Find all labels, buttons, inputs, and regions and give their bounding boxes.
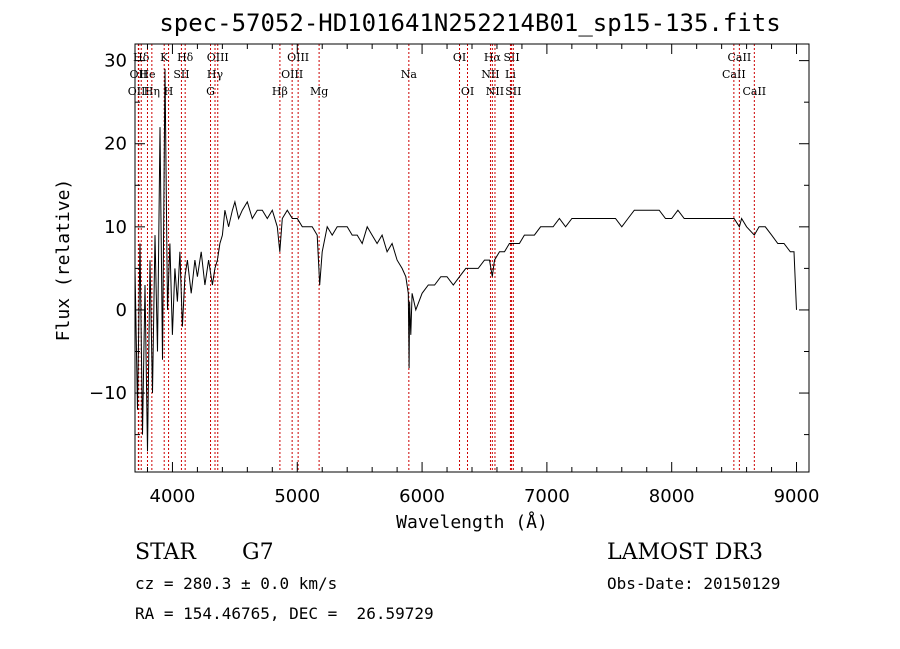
- line-marker-label: NII: [481, 68, 499, 81]
- y-axis-ticks: −10 0 10 20 30: [89, 51, 809, 436]
- line-marker-label: CaII: [728, 51, 752, 64]
- x-axis-label: Wavelength (Å): [396, 511, 548, 533]
- survey-name: LAMOST DR3: [607, 540, 763, 565]
- line-marker-label: Hα: [484, 51, 502, 64]
- line-marker-label: CaII: [722, 68, 746, 81]
- line-marker-label: He: [139, 68, 155, 81]
- y-tick-label: −10: [89, 383, 127, 404]
- line-marker-label: SII: [503, 51, 519, 64]
- line-marker-label: NII: [486, 85, 504, 98]
- line-marker-label: Li: [505, 68, 516, 81]
- plot-frame: [134, 43, 810, 473]
- x-tick-label: 8000: [649, 486, 695, 507]
- x-tick-label: 5000: [274, 486, 320, 507]
- line-marker-label: OIII: [287, 51, 309, 64]
- line-marker-label: Hη: [144, 85, 160, 98]
- x-tick-label: 4000: [150, 486, 196, 507]
- coordinates: RA = 154.46765, DEC = 26.59729: [135, 604, 434, 623]
- y-axis-label: Flux (relative): [53, 179, 74, 342]
- object-class: STAR: [135, 540, 196, 565]
- chart-title: spec-57052-HD101641N252214B01_sp15-135.f…: [159, 9, 780, 37]
- line-marker-label: OIII: [207, 51, 229, 64]
- line-marker-label: SII: [505, 85, 521, 98]
- y-tick-label: 10: [104, 217, 127, 238]
- line-marker-label: Mg: [310, 85, 328, 98]
- y-tick-label: 30: [104, 51, 127, 72]
- x-tick-label: 7000: [524, 486, 570, 507]
- line-marker-label: OI: [461, 85, 474, 98]
- redshift-velocity: cz = 280.3 ± 0.0 km/s: [135, 574, 338, 593]
- line-marker-label: G: [206, 85, 215, 98]
- line-marker-label: SII: [173, 68, 189, 81]
- line-marker-label: Na: [401, 68, 418, 81]
- line-marker-label: OIII: [128, 85, 150, 98]
- line-marker-label: OI: [453, 51, 466, 64]
- observation-date: Obs-Date: 20150129: [607, 574, 781, 593]
- x-axis-ticks: 4000 5000 6000 7000 8000 9000: [146, 44, 820, 507]
- spectral-subclass: G7: [242, 540, 274, 565]
- line-marker-label: OIII: [281, 68, 303, 81]
- y-tick-label: 20: [104, 134, 127, 155]
- spectrum-line: [134, 68, 797, 452]
- line-marker-label: Hβ: [272, 85, 288, 98]
- line-marker-label: K: [160, 51, 169, 64]
- line-marker-label: Hδ: [177, 51, 194, 64]
- x-tick-label: 6000: [399, 486, 445, 507]
- line-marker-label: CaII: [742, 85, 766, 98]
- line-marker-label: H: [164, 85, 174, 98]
- x-tick-label: 9000: [774, 486, 820, 507]
- spectrum-series: [134, 68, 797, 452]
- line-marker-label: OII: [130, 68, 148, 81]
- y-tick-label: 0: [116, 300, 127, 321]
- line-marker-label: Hγ: [207, 68, 224, 81]
